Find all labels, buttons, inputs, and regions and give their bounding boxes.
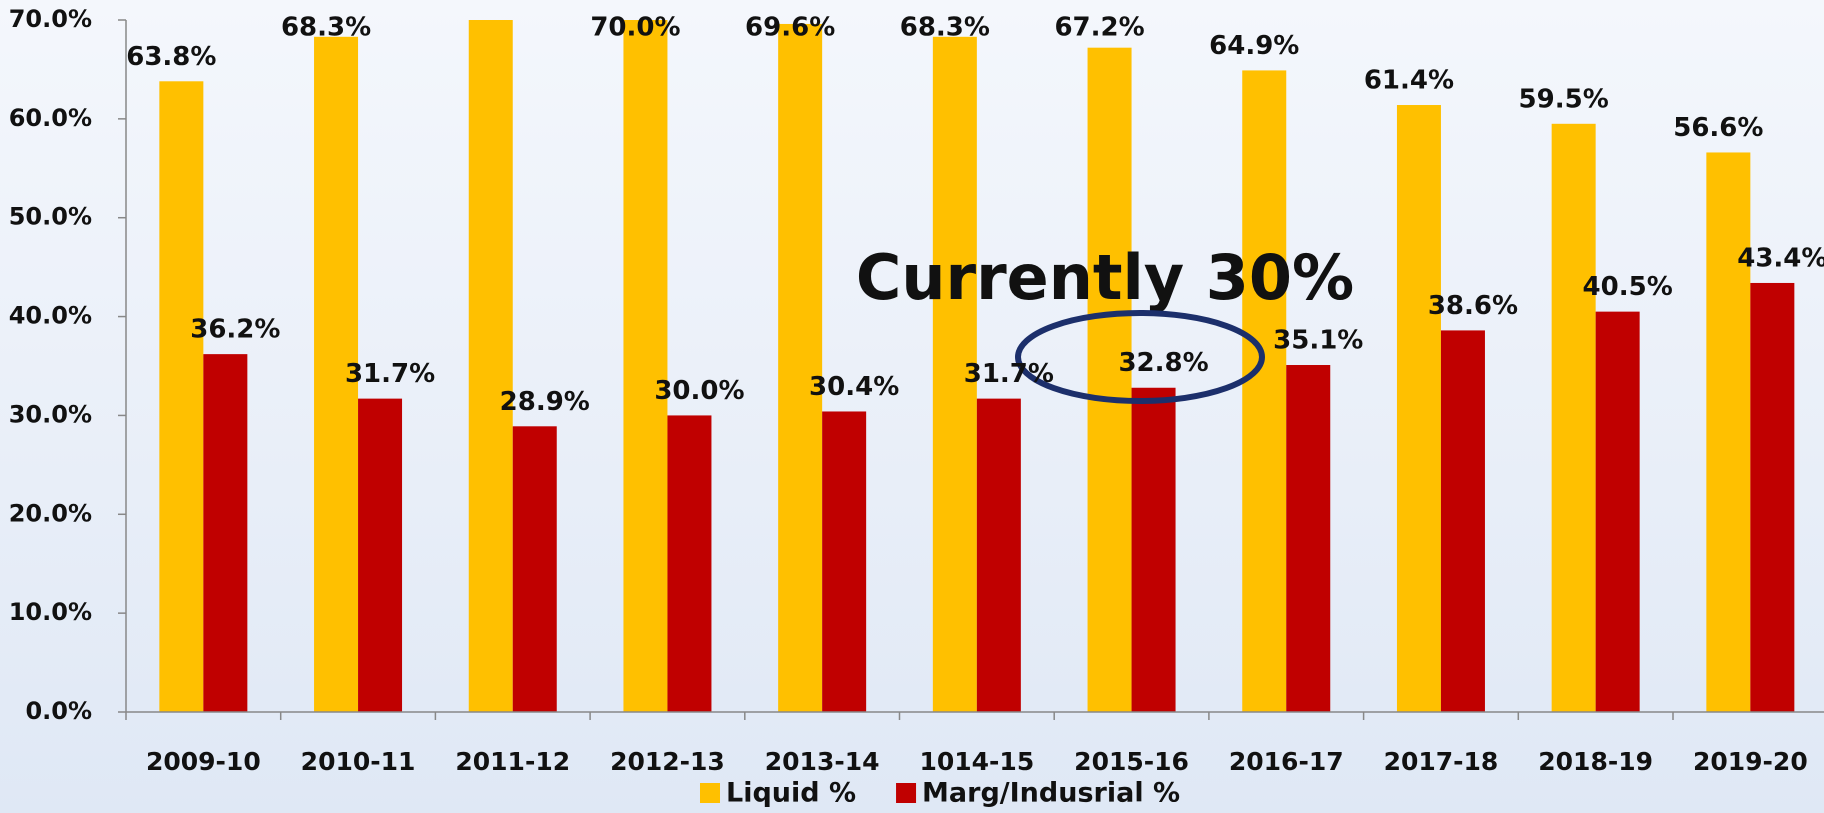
x-tick-label: 1014-15 xyxy=(919,747,1034,776)
bars xyxy=(159,20,1795,712)
data-label: 63.8% xyxy=(126,42,216,72)
legend-label: Marg/Indusrial % xyxy=(922,778,1180,809)
bar xyxy=(1286,365,1331,712)
data-label: 32.8% xyxy=(1118,348,1208,378)
bar xyxy=(932,36,977,712)
x-tick-label: 2013-14 xyxy=(765,747,880,776)
data-label: 31.7% xyxy=(345,359,435,389)
bar xyxy=(1396,105,1441,712)
y-tick-label: 30.0% xyxy=(9,400,92,428)
bar xyxy=(203,354,248,712)
y-tick-label: 10.0% xyxy=(9,598,92,626)
data-label: 70.0% xyxy=(590,13,680,43)
bar xyxy=(1131,387,1176,712)
highlight-ellipse xyxy=(1015,310,1265,404)
legend-swatch xyxy=(700,783,720,803)
bar xyxy=(1087,47,1132,712)
y-tick-label: 20.0% xyxy=(9,499,92,527)
bar xyxy=(778,23,823,712)
data-label: 38.6% xyxy=(1428,291,1518,321)
data-label: 31.7% xyxy=(964,359,1054,389)
data-label: 68.3% xyxy=(900,13,990,43)
bar xyxy=(667,415,712,712)
x-tick-label: 2015-16 xyxy=(1074,747,1189,776)
data-label: 30.0% xyxy=(654,376,744,406)
bar xyxy=(1242,70,1287,712)
bar xyxy=(1750,282,1795,712)
data-label: 56.6% xyxy=(1673,113,1763,143)
annotation: Currently 30% xyxy=(856,241,1354,314)
data-label: 68.3% xyxy=(281,13,371,43)
data-label: 28.9% xyxy=(500,387,590,417)
data-label: 30.4% xyxy=(809,372,899,402)
legend-label: Liquid % xyxy=(726,778,856,809)
y-tick-label: 60.0% xyxy=(9,104,92,132)
bar xyxy=(1440,330,1485,712)
bar xyxy=(1551,123,1596,712)
x-tick-label: 2011-12 xyxy=(455,747,570,776)
bar xyxy=(468,20,513,712)
x-tick-label: 2018-19 xyxy=(1538,747,1653,776)
bar xyxy=(1706,152,1751,712)
bar xyxy=(1595,311,1640,712)
data-label: 59.5% xyxy=(1519,84,1609,114)
x-tick-label: 2016-17 xyxy=(1229,747,1344,776)
bar xyxy=(159,81,204,712)
x-tick-label: 2012-13 xyxy=(610,747,725,776)
bar xyxy=(623,20,668,712)
data-label: 64.9% xyxy=(1209,31,1299,61)
x-tick-label: 2017-18 xyxy=(1384,747,1499,776)
y-tick-label: 40.0% xyxy=(9,302,92,330)
bar xyxy=(512,426,557,712)
data-label: 36.2% xyxy=(190,315,280,345)
bar xyxy=(822,411,867,712)
data-label: 69.6% xyxy=(745,13,835,43)
data-label: 35.1% xyxy=(1273,326,1363,356)
data-label: 61.4% xyxy=(1364,66,1454,96)
bar xyxy=(358,398,403,712)
legend-swatch xyxy=(896,783,917,803)
y-tick-label: 50.0% xyxy=(9,203,92,231)
data-label: 67.2% xyxy=(1054,13,1144,43)
data-label: 43.4% xyxy=(1737,243,1824,273)
bar xyxy=(314,36,359,712)
bar xyxy=(976,398,1021,712)
y-tick-label: 70.0% xyxy=(9,5,92,33)
x-tick-label: 2010-11 xyxy=(301,747,416,776)
y-tick-label: 0.0% xyxy=(25,697,92,725)
x-tick-label: 2019-20 xyxy=(1693,747,1808,776)
x-tick-label: 2009-10 xyxy=(146,747,261,776)
data-label: 40.5% xyxy=(1583,272,1673,302)
